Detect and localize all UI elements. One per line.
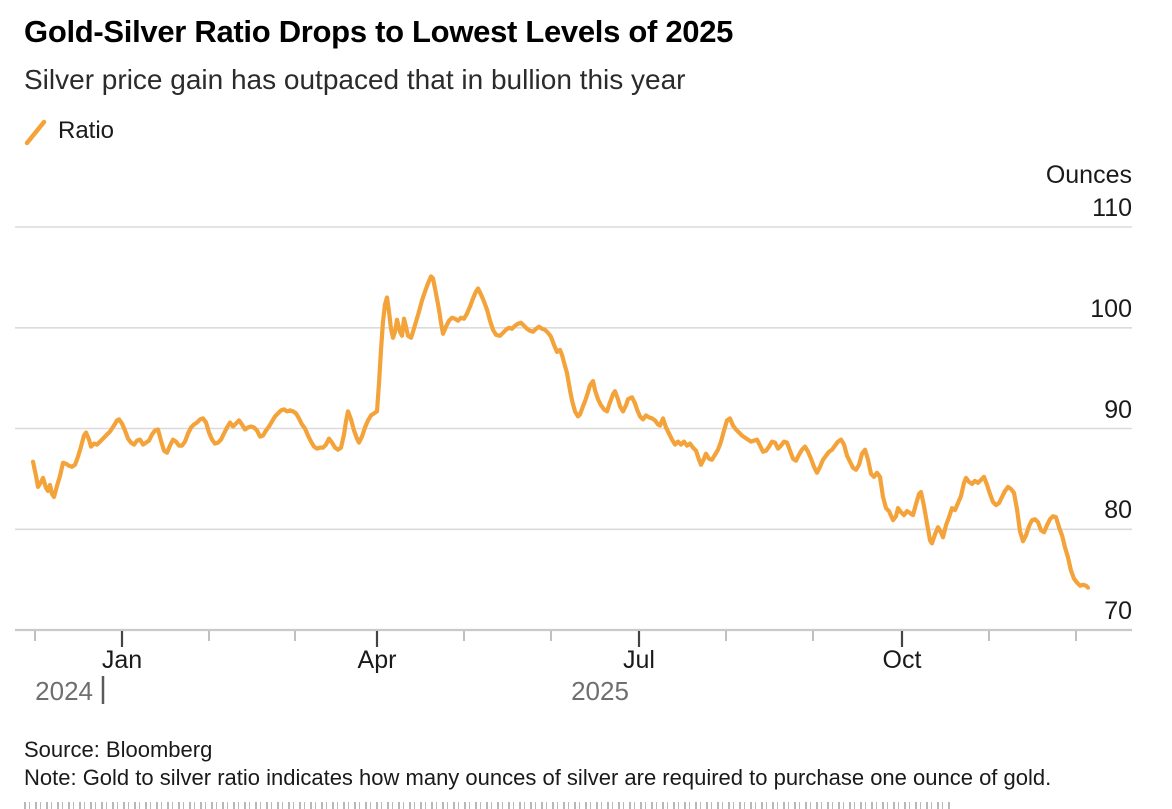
x-axis-label-jan: Jan: [101, 646, 143, 674]
y-axis-label: 100: [1090, 295, 1132, 323]
source-text: Source: Bloomberg: [24, 737, 213, 762]
y-axis-label: 110: [1092, 194, 1132, 222]
x-axis-label-oct: Oct: [882, 646, 922, 674]
legend-label: Ratio: [58, 117, 115, 144]
page-subtitle: Silver price gain has outpaced that in b…: [24, 64, 686, 95]
x-axis-year-2024: 2024: [35, 676, 93, 706]
y-axis-label: 80: [1104, 496, 1132, 524]
note-text: Note: Gold to silver ratio indicates how…: [24, 765, 1052, 790]
page-title: Gold-Silver Ratio Drops to Lowest Levels…: [24, 14, 734, 49]
x-axis-year-2025: 2025: [571, 676, 629, 706]
legend: Ratio: [24, 114, 114, 148]
ratio-series-line: [30, 274, 1091, 590]
ratio-line-swatch-icon: [24, 119, 47, 146]
cropped-text-row: [24, 802, 952, 809]
y-axis-label: 70: [1104, 597, 1132, 625]
y-axis-title: Ounces: [1045, 161, 1132, 189]
x-axis-label-apr: Apr: [357, 646, 397, 674]
x-axis-label-jul: Jul: [623, 646, 655, 674]
y-axis-label: 90: [1104, 396, 1132, 424]
